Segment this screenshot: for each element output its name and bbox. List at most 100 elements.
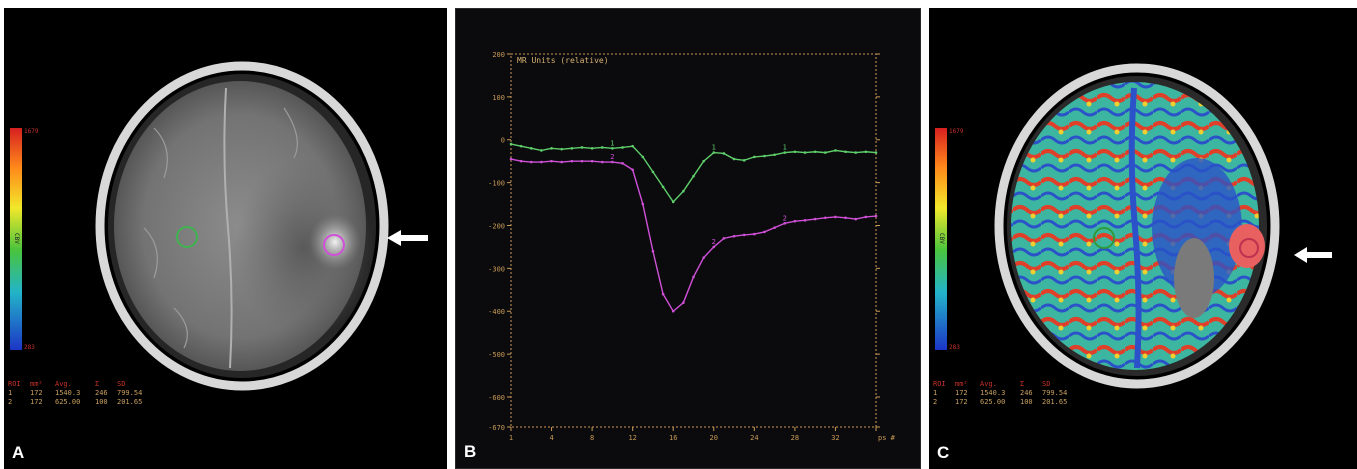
series-1-point bbox=[631, 144, 634, 148]
series-2-point bbox=[732, 234, 736, 238]
stats-cell: 1 bbox=[933, 389, 938, 397]
series-1-point bbox=[570, 147, 574, 150]
stats-cell: 172 bbox=[30, 398, 43, 406]
series-1-line bbox=[510, 143, 877, 204]
series-2-line bbox=[510, 158, 877, 313]
series-2-point bbox=[529, 160, 533, 164]
series-1-point bbox=[844, 150, 847, 154]
stats-cell: 1540.3 bbox=[980, 389, 1006, 397]
y-axis-label: MR Units (relative) bbox=[517, 56, 609, 65]
x-tick-label: 4 bbox=[549, 434, 553, 442]
series-1-point bbox=[590, 147, 594, 150]
series-2-point bbox=[773, 226, 776, 229]
series-2-point bbox=[519, 159, 523, 163]
stats-cell: 799.54 bbox=[117, 389, 143, 397]
series-1-point bbox=[732, 157, 736, 161]
stats-header: Σ bbox=[95, 380, 100, 388]
series-2-point bbox=[570, 159, 574, 163]
series-2-point bbox=[611, 160, 614, 164]
stats-cell: 172 bbox=[955, 389, 968, 397]
y-tick-label: -100 bbox=[488, 180, 505, 188]
series-2-point bbox=[671, 309, 675, 313]
series-1-point bbox=[742, 159, 746, 162]
skull bbox=[994, 63, 1280, 389]
y-tick-label: 0 bbox=[501, 137, 505, 145]
series-1-point bbox=[641, 155, 645, 159]
series-1-point bbox=[519, 144, 523, 148]
roi-2-circle bbox=[323, 234, 345, 256]
series-1-point bbox=[661, 185, 665, 189]
roi-2-circle bbox=[1239, 238, 1259, 258]
stats-cell: 172 bbox=[955, 398, 968, 406]
stats-cell: 246 bbox=[1020, 389, 1033, 397]
series-2-point bbox=[600, 160, 604, 164]
series-1-point bbox=[763, 154, 766, 158]
stats-cell: 100 bbox=[1020, 398, 1033, 406]
series-2-point bbox=[803, 219, 807, 222]
series-2-point bbox=[753, 232, 756, 236]
series-2-point bbox=[509, 157, 513, 161]
roi-stats-table: ROI mm² Avg. Σ SD 1 172 1540.3 246 799.54 2 172 62… bbox=[8, 380, 157, 407]
panel-b: 200 100 0 -100 -200 -300 -400 -500 -600 -670 1 4 8 12… bbox=[455, 8, 921, 469]
series-1-point bbox=[803, 151, 807, 154]
series-2-point bbox=[742, 233, 746, 237]
series-1-marker: 1 bbox=[712, 144, 716, 152]
series-2-point bbox=[651, 249, 655, 253]
colorbar-max: 1679 bbox=[24, 128, 39, 135]
series-2-point bbox=[682, 301, 685, 304]
stats-header: ROI bbox=[8, 380, 21, 388]
y-tick-label: -600 bbox=[488, 394, 505, 402]
series-2-point bbox=[783, 222, 787, 225]
series-2-marker: 2 bbox=[783, 214, 787, 222]
series-1-point bbox=[773, 153, 776, 157]
stats-cell: 2 bbox=[933, 398, 938, 406]
series-2-point bbox=[631, 168, 634, 172]
series-2-point bbox=[540, 160, 543, 164]
arrow-icon bbox=[387, 230, 428, 246]
series-1-point bbox=[560, 147, 563, 151]
enhancing-lesion bbox=[309, 214, 361, 270]
series-2-point bbox=[854, 217, 858, 221]
colorbar bbox=[935, 128, 947, 350]
stats-header: SD bbox=[1042, 380, 1051, 388]
stats-cell: 1540.3 bbox=[55, 389, 81, 397]
series-1-point bbox=[874, 151, 878, 154]
stats-header: mm² bbox=[30, 380, 43, 388]
series-2-point bbox=[661, 292, 665, 296]
series-1-point bbox=[753, 155, 756, 159]
series-1-point bbox=[580, 146, 584, 149]
series-2-point bbox=[722, 237, 726, 240]
series-2-point bbox=[580, 159, 584, 163]
x-tick-label: 16 bbox=[669, 434, 677, 442]
arrow-icon bbox=[1294, 247, 1332, 263]
series-1-marker: 1 bbox=[610, 139, 614, 147]
series-1-point bbox=[793, 150, 797, 154]
series-1-point bbox=[692, 174, 695, 178]
series-2-point bbox=[864, 215, 868, 219]
y-tick-label: -200 bbox=[488, 222, 505, 230]
panel-label-c: C bbox=[937, 443, 950, 462]
roi-stats-table: ROI mm² Avg. Σ SD 1 172 1540.3 246 799.54 2 172 62… bbox=[933, 380, 1082, 407]
series-1-point bbox=[611, 147, 614, 150]
stats-cell: 2 bbox=[8, 398, 13, 406]
colorbar-min: 283 bbox=[24, 344, 35, 351]
stats-cell: 172 bbox=[30, 389, 43, 397]
series-1-point bbox=[550, 147, 553, 150]
stats-cell: 201.65 bbox=[117, 398, 143, 406]
plot-frame bbox=[510, 53, 877, 428]
cbv-map-image bbox=[994, 63, 1332, 389]
panel-label-a: A bbox=[12, 443, 25, 462]
series-1-point bbox=[621, 146, 624, 149]
series-2-point bbox=[641, 202, 645, 206]
series-1-marker: 1 bbox=[783, 144, 787, 152]
x-axis-footer: ps # bbox=[878, 434, 896, 442]
colorbar-label: CBV bbox=[938, 233, 945, 244]
series-1-point bbox=[824, 151, 827, 154]
y-tick-label: 100 bbox=[492, 94, 505, 102]
y-tick-label: -300 bbox=[488, 265, 505, 273]
stats-cell: 1 bbox=[8, 389, 13, 397]
stats-header: Σ bbox=[1020, 380, 1025, 388]
series-1-point bbox=[712, 151, 716, 154]
stats-cell: 799.54 bbox=[1042, 389, 1068, 397]
colorbar-label: CBV bbox=[13, 233, 20, 244]
